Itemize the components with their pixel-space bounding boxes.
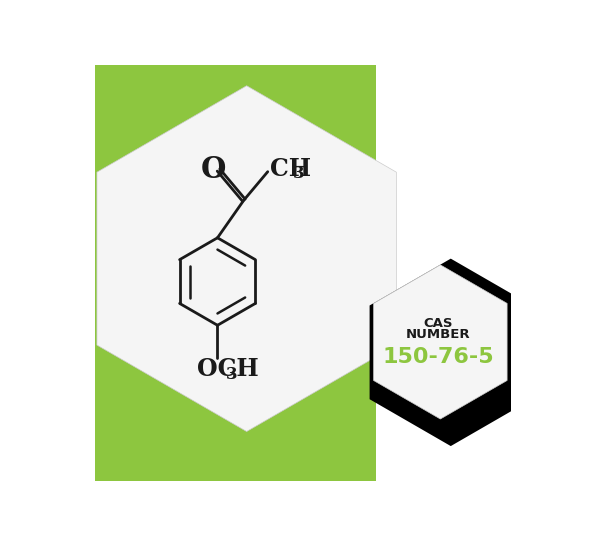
Polygon shape: [374, 265, 507, 419]
Bar: [95, 65, 376, 481]
Text: NUMBER: NUMBER: [406, 328, 470, 341]
Text: 150-76-5: 150-76-5: [382, 347, 494, 366]
Polygon shape: [97, 86, 397, 432]
Text: 3: 3: [226, 366, 238, 383]
Text: CH: CH: [270, 157, 311, 181]
Text: OCH: OCH: [197, 357, 259, 381]
Polygon shape: [369, 259, 532, 446]
Text: O: O: [201, 155, 226, 184]
Text: 3: 3: [293, 166, 305, 182]
Text: CAS: CAS: [424, 316, 453, 329]
